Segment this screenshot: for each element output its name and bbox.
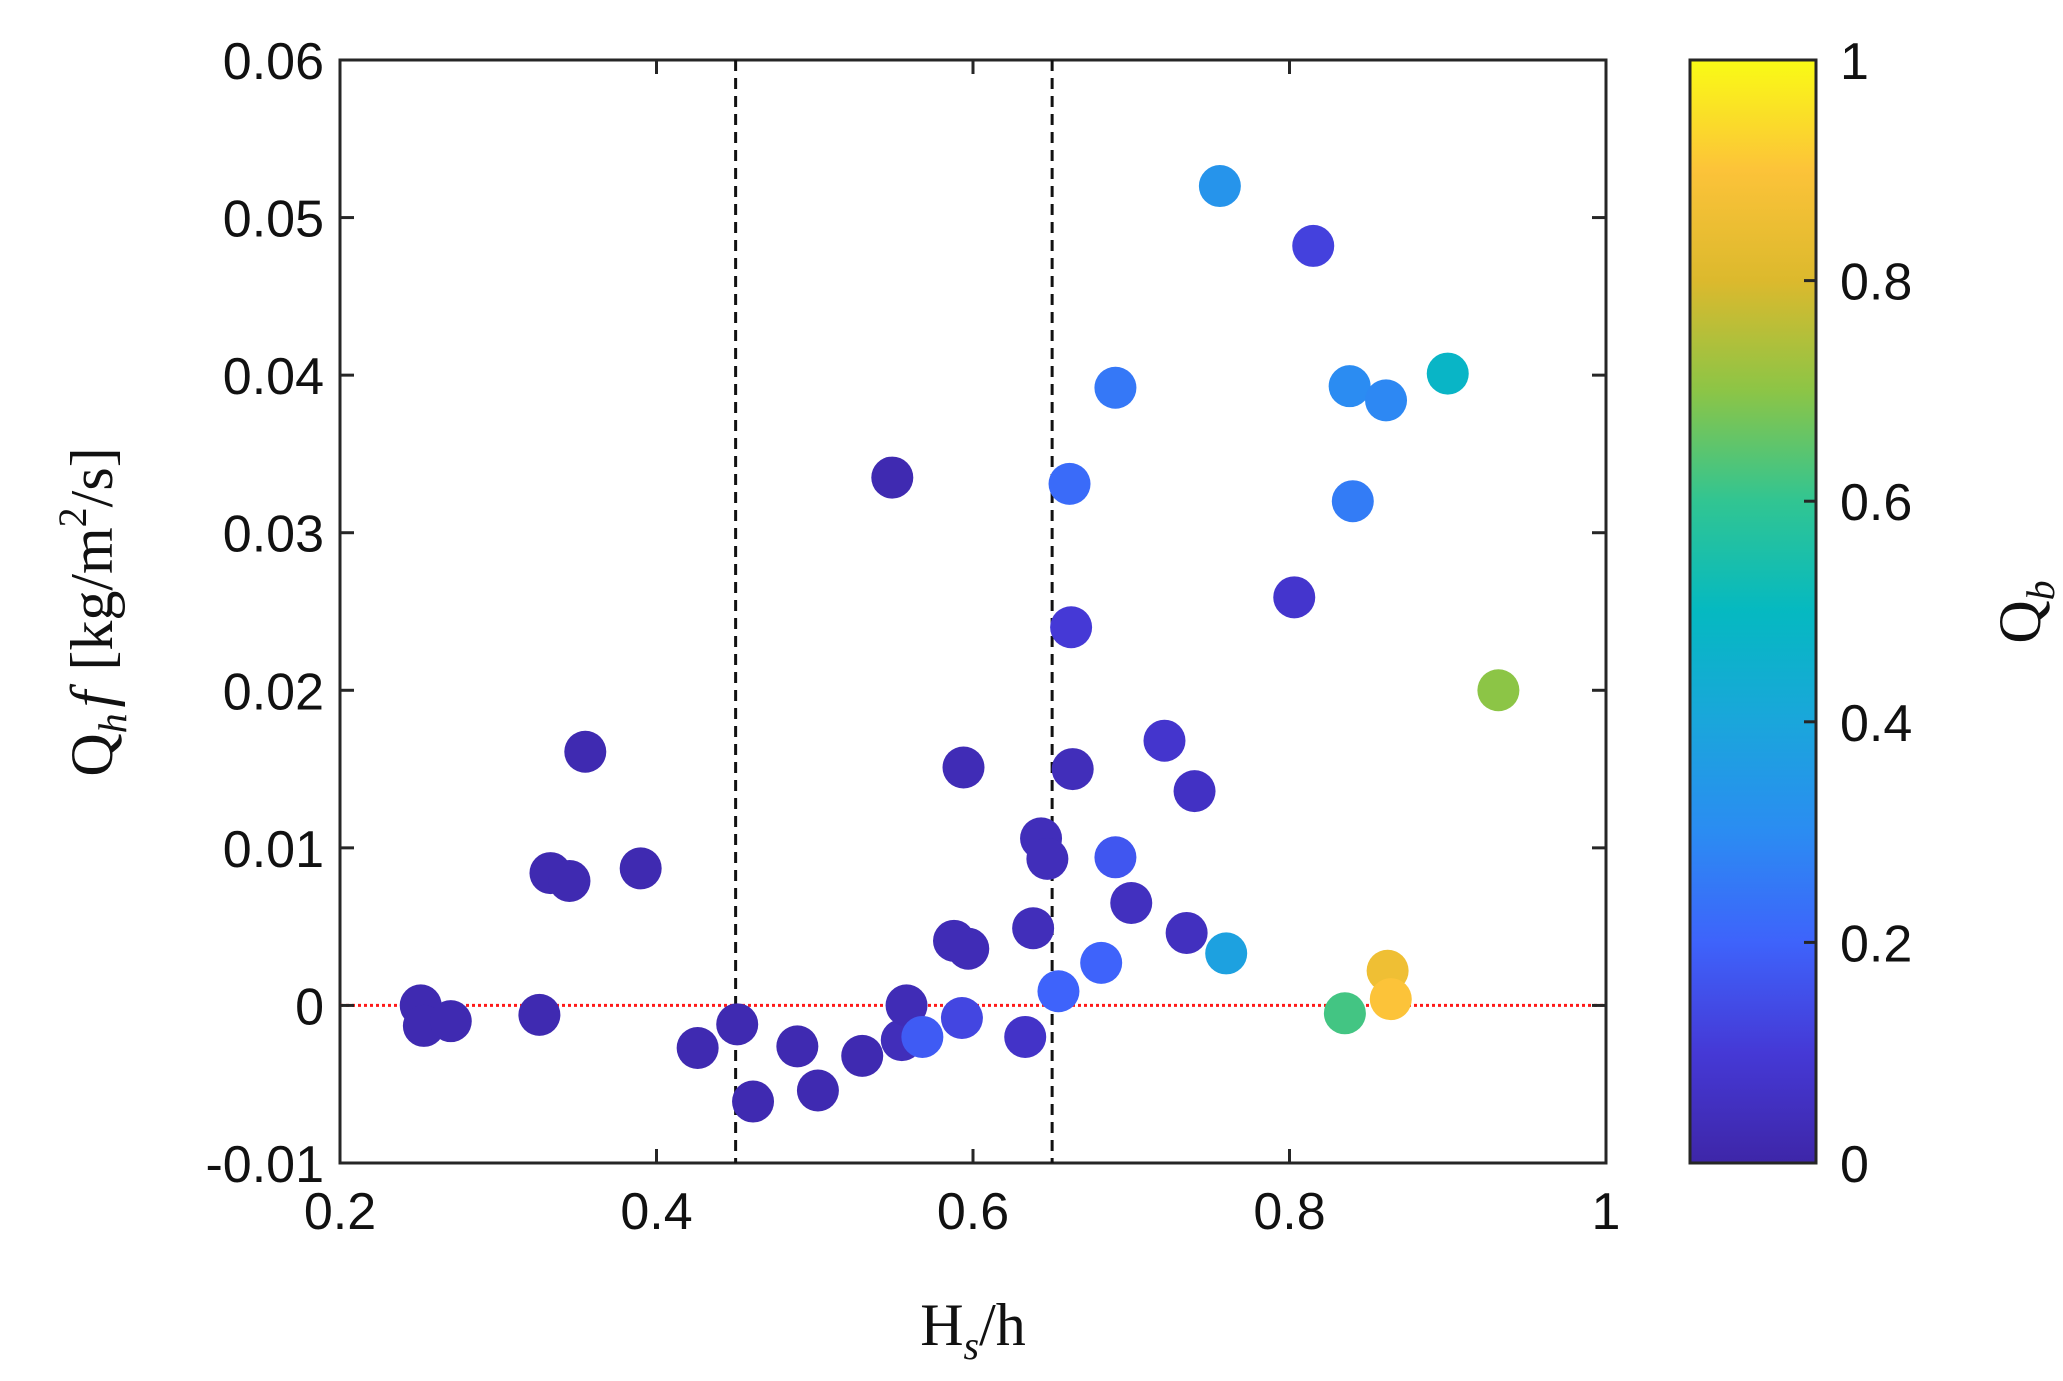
x-axis-ticks: 0.2 0.4 0.6 0.8 1 <box>304 60 1621 1241</box>
data-point <box>1331 480 1374 523</box>
colorbar-tick-label: 0.4 <box>1840 695 1912 753</box>
data-point <box>1198 165 1241 208</box>
data-point <box>1050 606 1093 649</box>
data-point <box>1369 978 1412 1021</box>
data-point <box>1110 882 1153 925</box>
x-tick-label: 0.8 <box>1253 1183 1325 1241</box>
y-tick-label: 0.01 <box>223 821 324 879</box>
data-point <box>1094 366 1137 409</box>
y-axis-title-sup: 2 <box>50 507 95 527</box>
x-tick-label: 1 <box>1592 1183 1621 1241</box>
data-point <box>1323 992 1366 1035</box>
y-axis-ticks: -0.01 0 0.01 0.02 0.03 0.04 0.05 0.06 <box>205 33 1606 1194</box>
data-point <box>1004 1015 1047 1058</box>
data-point <box>1426 352 1469 395</box>
data-point <box>776 1025 819 1068</box>
y-axis-title-sub: h <box>90 713 135 733</box>
y-axis-title: Qhf [kg/m2/s] <box>50 447 135 776</box>
data-point <box>885 984 928 1027</box>
x-axis-title: Hs/h <box>920 1292 1026 1368</box>
y-tick-label: 0 <box>295 978 324 1036</box>
colorbar-tick-label: 0 <box>1840 1136 1869 1194</box>
x-tick-label: 0.4 <box>620 1183 692 1241</box>
data-point <box>1012 907 1055 950</box>
data-point <box>1037 970 1080 1013</box>
y-tick-label: 0.05 <box>223 191 324 249</box>
data-point <box>732 1080 775 1123</box>
y-axis-title-main: Q <box>59 733 125 776</box>
data-point <box>1165 911 1208 954</box>
x-tick-label: 0.6 <box>937 1183 1009 1241</box>
data-point <box>841 1034 884 1077</box>
y-tick-label: 0.03 <box>223 506 324 564</box>
y-tick-label: 0.02 <box>223 663 324 721</box>
data-point <box>518 993 561 1036</box>
y-tick-label: 0.04 <box>223 348 324 406</box>
x-axis-title-main: H <box>920 1292 963 1358</box>
data-point <box>796 1069 839 1112</box>
y-axis-title-unit-a: [kg/m <box>59 527 125 670</box>
x-tick-label: 0.2 <box>304 1183 376 1241</box>
data-point <box>942 746 985 789</box>
colorbar-title-sub: b <box>2018 580 2063 600</box>
colorbar-tick-label: 0.8 <box>1840 254 1912 312</box>
y-tick-label: 0.06 <box>223 33 324 91</box>
data-point <box>1273 576 1316 619</box>
data-point <box>1328 365 1371 408</box>
data-point <box>940 997 983 1040</box>
data-point <box>619 847 662 890</box>
colorbar-title-main: Q <box>1987 600 2053 643</box>
data-point <box>564 730 607 773</box>
data-point <box>1048 462 1091 505</box>
y-axis-title-unit-b: /s] <box>59 447 125 507</box>
colorbar-ticks: 0 0.2 0.4 0.6 0.8 1 <box>1804 33 1912 1194</box>
data-point <box>548 859 591 902</box>
data-point <box>1051 748 1094 791</box>
y-axis-title-f: f <box>59 683 125 707</box>
colorbar-title: Qb <box>1987 580 2063 643</box>
colorbar-tick-label: 0.2 <box>1840 915 1912 973</box>
colorbar-tick-label: 0.6 <box>1840 474 1912 532</box>
data-point <box>1080 941 1123 984</box>
data-point <box>1143 719 1186 762</box>
data-point <box>1477 669 1520 712</box>
y-tick-label: -0.01 <box>205 1136 324 1194</box>
data-point <box>1173 770 1216 813</box>
data-point <box>676 1026 719 1069</box>
x-axis-title-sub: s <box>964 1323 980 1368</box>
data-point <box>1094 836 1137 879</box>
data-point <box>901 1015 944 1058</box>
data-point <box>716 1003 759 1046</box>
data-point <box>1205 932 1248 975</box>
colorbar <box>1688 58 1818 1165</box>
colorbar-tick-label: 1 <box>1840 33 1869 91</box>
x-axis-title-rest: /h <box>979 1292 1026 1358</box>
data-point <box>871 456 914 499</box>
scatter-points <box>399 165 1520 1123</box>
data-point <box>1292 224 1335 267</box>
data-point <box>947 927 990 970</box>
data-point <box>1026 837 1069 880</box>
data-point <box>1365 379 1408 422</box>
data-point <box>429 1000 472 1043</box>
